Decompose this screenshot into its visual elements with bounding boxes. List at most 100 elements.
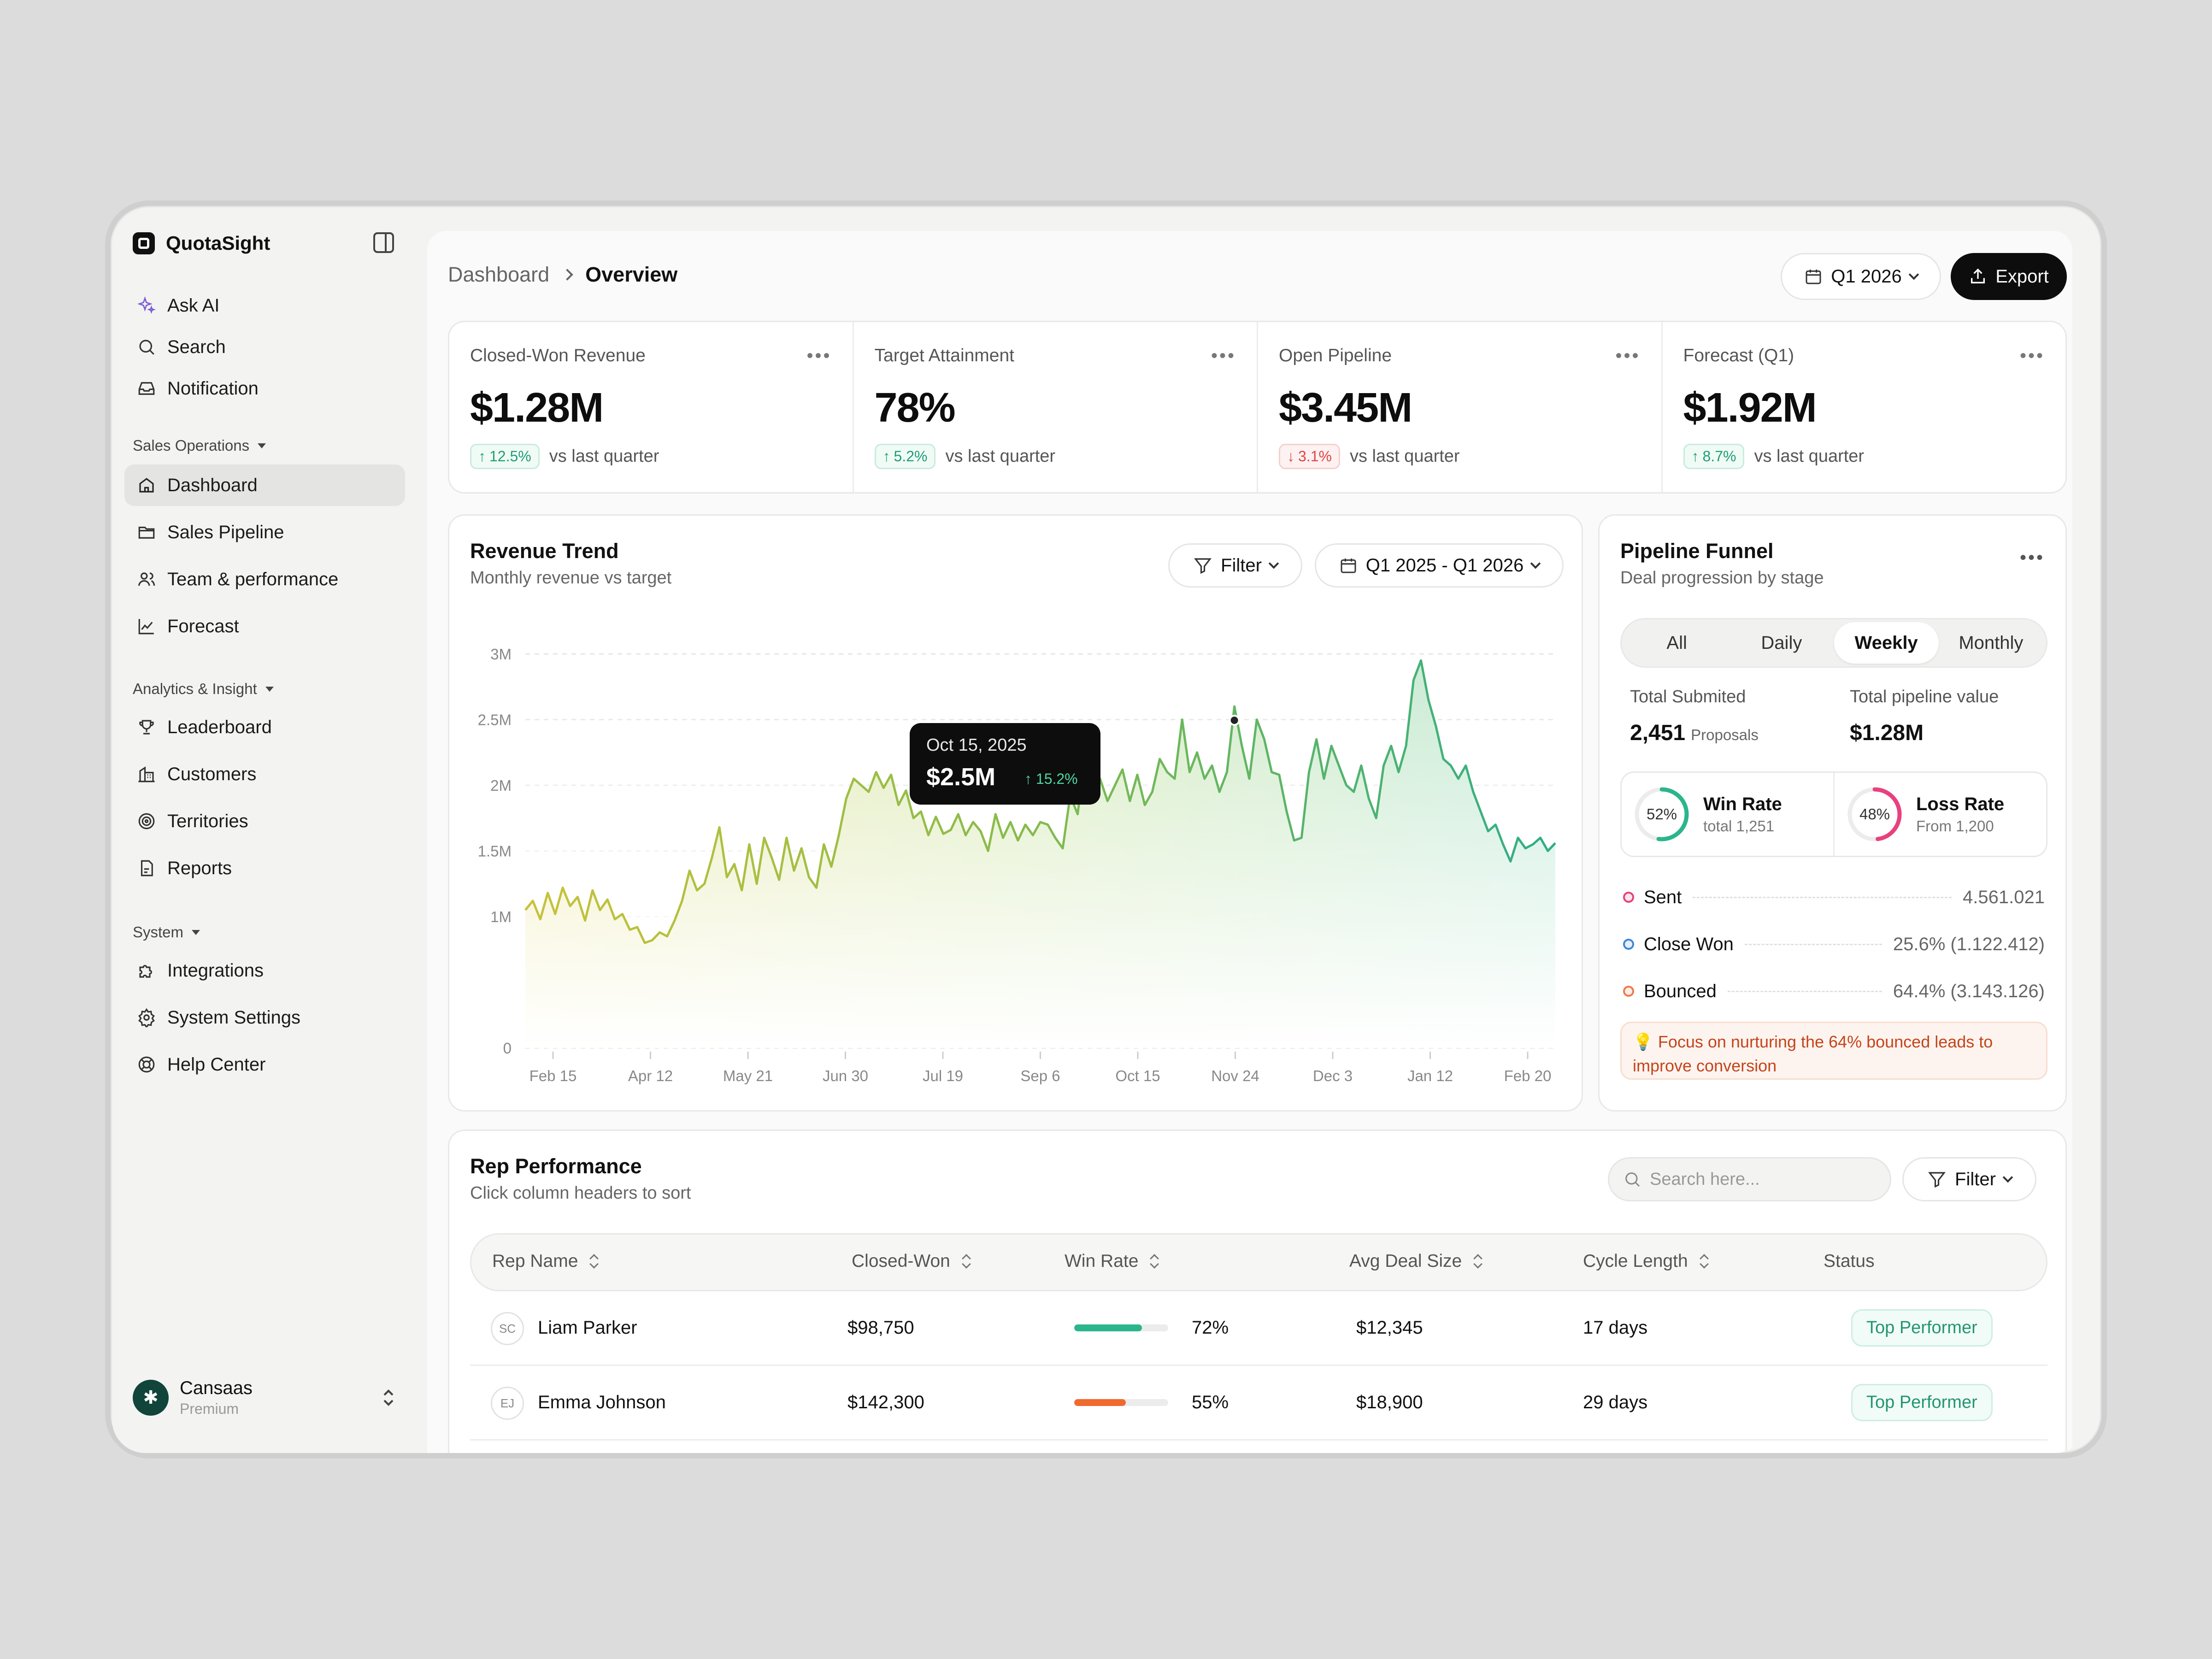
- delta-badge: ↑ 12.5%: [470, 444, 540, 469]
- kpi-card: Target Attainment ••• 78% ↑ 5.2% vs last…: [854, 322, 1258, 492]
- chevron-updown-icon: [383, 1389, 394, 1406]
- sidebar-item-sales-pipeline[interactable]: Sales Pipeline: [124, 512, 405, 553]
- more-icon[interactable]: •••: [806, 346, 832, 366]
- sidebar-item-notification[interactable]: Notification: [124, 368, 405, 409]
- sidebar-item-forecast[interactable]: Forecast: [124, 606, 405, 647]
- chart-line-icon: [137, 617, 156, 636]
- sidebar-item-team-performance[interactable]: Team & performance: [124, 559, 405, 600]
- sidebar-item-reports[interactable]: Reports: [124, 847, 405, 889]
- funnel-legend-row: Close Won 25.6% (1.122.412): [1623, 930, 2045, 958]
- loss-rate-pct: 48%: [1859, 806, 1890, 823]
- section-analytics-insight[interactable]: Analytics & Insight: [133, 680, 274, 698]
- total-submitted-unit: Proposals: [1691, 726, 1759, 743]
- cell-avg-deal: $12,345: [1356, 1318, 1423, 1338]
- delta-compare: vs last quarter: [1349, 447, 1460, 466]
- tab-all[interactable]: All: [1666, 632, 1687, 653]
- legend-value: 64.4% (3.143.126): [1893, 981, 2045, 1001]
- sidebar-item-dashboard[interactable]: Dashboard: [124, 465, 405, 506]
- more-icon[interactable]: •••: [1211, 346, 1236, 366]
- revenue-trend-chart[interactable]: 0 1M 1.5M 2M 2.5M 3M Feb 15 Apr 12 May 21 Jun 30 J…: [449, 612, 1582, 1110]
- sidebar-item-system-settings[interactable]: System Settings: [124, 997, 405, 1038]
- upload-icon: [1971, 268, 1985, 283]
- delta-compare: vs last quarter: [549, 447, 659, 466]
- col-cycle-length[interactable]: Cycle Length: [1583, 1251, 1709, 1271]
- main-content: Dashboard Overview Q1 2026 Export Closed…: [427, 231, 2072, 1453]
- kpi-value: $1.28M: [470, 385, 604, 431]
- more-icon[interactable]: •••: [1615, 346, 1641, 366]
- user-account-switcher[interactable]: ✱ Cansaas Premium: [133, 1377, 395, 1418]
- tooltip-value: $2.5M: [926, 763, 995, 791]
- card-subtitle: Click column headers to sort: [470, 1183, 691, 1203]
- rep-search-input[interactable]: Search here...: [1608, 1157, 1891, 1201]
- win-rate-bar: [1074, 1324, 1168, 1331]
- period-tabs: All Daily Weekly Monthly: [1620, 618, 2047, 668]
- chart-tooltip: Oct 15, 2025 $2.5M ↑ 15.2%: [910, 715, 1240, 805]
- sidebar-item-customers[interactable]: Customers: [124, 753, 405, 795]
- col-closed-won[interactable]: Closed-Won: [852, 1251, 971, 1271]
- column-label: Avg Deal Size: [1349, 1251, 1462, 1271]
- kpi-card: Open Pipeline ••• $3.45M ↓ 3.1% vs last …: [1258, 322, 1663, 492]
- arrow-up-icon: ↑: [1691, 448, 1699, 465]
- calendar-icon: [1806, 270, 1821, 284]
- app-window: QuotaSight Ask AI Search Notification Sa…: [112, 216, 2088, 1453]
- period-select[interactable]: Q1 2026: [1781, 253, 1941, 300]
- ring-progress: [1635, 787, 1689, 841]
- revenue-filter-button[interactable]: Filter: [1168, 543, 1302, 588]
- x-tick-label: Feb 20: [1504, 1067, 1552, 1084]
- lifebuoy-icon: [137, 1055, 156, 1074]
- filter-label: Filter: [1221, 555, 1262, 576]
- col-avg-deal-size[interactable]: Avg Deal Size: [1349, 1251, 1483, 1271]
- funnel-legend-row: Bounced 64.4% (3.143.126): [1623, 977, 2045, 1005]
- delta-compare: vs last quarter: [1754, 447, 1865, 466]
- tooltip-delta-value: 15.2%: [1036, 771, 1078, 787]
- sidebar-collapse-icon[interactable]: [373, 232, 394, 253]
- folder-icon: [137, 523, 156, 542]
- more-icon[interactable]: •••: [2019, 547, 2045, 568]
- tooltip-box: [910, 723, 1100, 805]
- sidebar-item-label: System Settings: [167, 1007, 301, 1028]
- col-rep-name[interactable]: Rep Name: [492, 1251, 599, 1271]
- pipeline-value-label: Total pipeline value: [1850, 687, 1999, 706]
- home-icon: [137, 476, 156, 495]
- col-win-rate[interactable]: Win Rate: [1065, 1251, 1159, 1271]
- card-title: Revenue Trend: [470, 539, 619, 563]
- win-rate: 52% Win Rate total 1,251: [1622, 773, 1835, 856]
- cell-closed-won: $98,750: [847, 1318, 914, 1338]
- section-sales-operations[interactable]: Sales Operations: [133, 437, 266, 454]
- app-name: QuotaSight: [166, 232, 271, 254]
- status-badge: Top Performer: [1851, 1384, 1993, 1421]
- column-label: Win Rate: [1065, 1251, 1139, 1271]
- delta-compare: vs last quarter: [945, 447, 1056, 466]
- sparkle-icon: [137, 296, 156, 315]
- section-system[interactable]: System: [133, 924, 200, 941]
- col-status: Status: [1824, 1251, 1875, 1271]
- tab-daily[interactable]: Daily: [1761, 632, 1802, 653]
- sidebar-item-search[interactable]: Search: [124, 326, 405, 368]
- sidebar-item-integrations[interactable]: Integrations: [124, 950, 405, 991]
- revenue-range-select[interactable]: Q1 2025 - Q1 2026: [1315, 543, 1564, 588]
- sidebar-item-territories[interactable]: Territories: [124, 800, 405, 842]
- more-icon[interactable]: •••: [2019, 346, 2045, 366]
- breadcrumb-dashboard[interactable]: Dashboard: [448, 263, 550, 286]
- rep-filter-button[interactable]: Filter: [1902, 1157, 2036, 1201]
- export-button[interactable]: Export: [1951, 253, 2067, 300]
- cell-rep-name: Liam Parker: [538, 1318, 637, 1338]
- table-row[interactable]: EJ Emma Johnson $142,300 55% $18,900 29 …: [470, 1366, 2047, 1441]
- tab-monthly[interactable]: Monthly: [1959, 632, 2024, 653]
- brand[interactable]: QuotaSight: [133, 229, 270, 257]
- sidebar-item-leaderboard[interactable]: Leaderboard: [124, 706, 405, 748]
- pipeline-value: $1.28M: [1850, 721, 1924, 745]
- tab-weekly[interactable]: Weekly: [1834, 622, 1939, 664]
- delta-value: 8.7%: [1702, 448, 1736, 465]
- search-icon: [137, 337, 156, 357]
- x-tick-label: Dec 3: [1313, 1067, 1353, 1084]
- delta-badge: ↑ 8.7%: [1683, 444, 1745, 469]
- document-icon: [137, 859, 156, 878]
- sidebar-item-label: Leaderboard: [167, 717, 272, 737]
- win-rate-bar-fill: [1074, 1324, 1142, 1331]
- sidebar-item-ask-ai[interactable]: Ask AI: [124, 285, 405, 326]
- kpi-delta: ↑ 8.7% vs last quarter: [1683, 444, 1865, 469]
- legend-value: 25.6% (1.122.412): [1893, 934, 2045, 954]
- sidebar-item-help-center[interactable]: Help Center: [124, 1044, 405, 1085]
- table-row[interactable]: SC Liam Parker $98,750 72% $12,345 17 da…: [470, 1291, 2047, 1366]
